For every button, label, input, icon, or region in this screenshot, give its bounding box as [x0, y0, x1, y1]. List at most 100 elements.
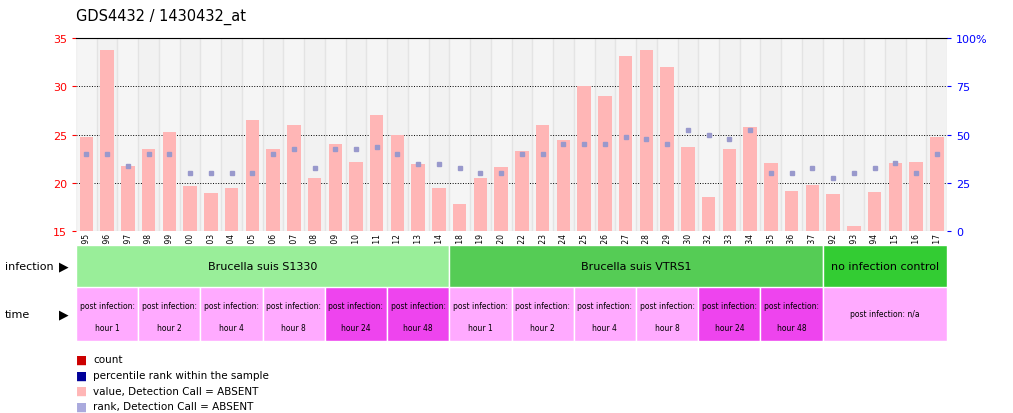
Bar	[345, 39, 367, 231]
Text: hour 2: hour 2	[157, 323, 181, 332]
Bar	[636, 39, 656, 231]
Bar	[122, 167, 135, 231]
Text: percentile rank within the sample: percentile rank within the sample	[93, 370, 269, 380]
Bar	[595, 39, 615, 231]
Bar	[494, 168, 508, 231]
Text: post infection:: post infection:	[639, 301, 695, 310]
Bar	[698, 39, 719, 231]
Text: hour 48: hour 48	[403, 323, 433, 332]
Text: post infection:: post infection:	[328, 301, 384, 310]
Text: post infection:: post infection:	[80, 301, 135, 310]
Bar	[557, 141, 570, 231]
Text: ■: ■	[76, 353, 87, 366]
Bar	[885, 39, 906, 231]
Bar	[204, 194, 218, 231]
Bar	[262, 39, 284, 231]
Bar	[573, 39, 595, 231]
Bar	[118, 39, 138, 231]
Bar	[76, 246, 450, 287]
Text: ■: ■	[76, 384, 87, 397]
Bar	[536, 126, 549, 231]
Bar	[179, 39, 201, 231]
Text: post infection:: post infection:	[142, 301, 197, 310]
Bar	[516, 152, 529, 231]
Bar	[761, 287, 823, 341]
Bar	[225, 189, 238, 231]
Bar	[678, 39, 698, 231]
Text: hour 8: hour 8	[654, 323, 680, 332]
Bar	[201, 287, 262, 341]
Bar	[76, 287, 138, 341]
Text: post infection:: post infection:	[516, 301, 570, 310]
Text: hour 4: hour 4	[593, 323, 617, 332]
Bar	[844, 39, 864, 231]
Bar	[408, 39, 428, 231]
Text: ■: ■	[76, 400, 87, 413]
Bar	[450, 39, 470, 231]
Bar	[577, 87, 591, 231]
Bar	[698, 287, 761, 341]
Text: no infection control: no infection control	[831, 261, 939, 271]
Bar	[201, 39, 221, 231]
Text: Brucella suis S1330: Brucella suis S1330	[208, 261, 317, 271]
Bar	[930, 138, 943, 231]
Text: value, Detection Call = ABSENT: value, Detection Call = ABSENT	[93, 386, 258, 396]
Bar	[656, 39, 678, 231]
Text: hour 2: hour 2	[530, 323, 555, 332]
Bar	[553, 39, 573, 231]
Bar	[744, 128, 757, 231]
Bar	[864, 39, 885, 231]
Bar	[868, 193, 881, 231]
Bar	[138, 287, 201, 341]
Bar	[512, 39, 532, 231]
Bar	[328, 145, 342, 231]
Text: hour 24: hour 24	[341, 323, 371, 332]
Text: hour 8: hour 8	[282, 323, 306, 332]
Bar	[162, 133, 176, 231]
Bar	[823, 287, 947, 341]
Text: hour 1: hour 1	[94, 323, 120, 332]
Text: post infection:: post infection:	[764, 301, 820, 310]
Bar	[370, 116, 384, 231]
Bar	[76, 39, 96, 231]
Bar	[781, 39, 802, 231]
Text: post infection: n/a: post infection: n/a	[850, 309, 920, 318]
Text: ▶: ▶	[59, 307, 69, 320]
Bar	[287, 126, 301, 231]
Bar	[138, 39, 159, 231]
Bar	[805, 185, 820, 231]
Bar	[367, 39, 387, 231]
Text: post infection:: post infection:	[204, 301, 259, 310]
Bar	[262, 287, 325, 341]
Bar	[827, 195, 840, 231]
Bar	[433, 188, 446, 231]
Bar	[785, 192, 798, 231]
Bar	[619, 57, 632, 231]
Bar	[847, 226, 861, 231]
Bar	[474, 178, 487, 231]
Bar	[681, 148, 695, 231]
Text: count: count	[93, 354, 123, 364]
Bar	[221, 39, 242, 231]
Bar	[450, 287, 512, 341]
Text: hour 4: hour 4	[219, 323, 244, 332]
Bar	[142, 150, 155, 231]
Bar	[308, 178, 321, 231]
Bar	[284, 39, 304, 231]
Text: ▶: ▶	[59, 260, 69, 273]
Bar	[304, 39, 325, 231]
Bar	[739, 39, 761, 231]
Bar	[660, 68, 674, 231]
Bar	[927, 39, 947, 231]
Text: Brucella suis VTRS1: Brucella suis VTRS1	[580, 261, 691, 271]
Bar	[242, 39, 262, 231]
Bar	[910, 162, 923, 231]
Text: infection: infection	[5, 261, 54, 271]
Bar	[96, 39, 118, 231]
Bar	[159, 39, 179, 231]
Bar	[325, 287, 387, 341]
Bar	[802, 39, 823, 231]
Text: post infection:: post infection:	[391, 301, 446, 310]
Bar	[411, 165, 425, 231]
Bar	[573, 287, 636, 341]
